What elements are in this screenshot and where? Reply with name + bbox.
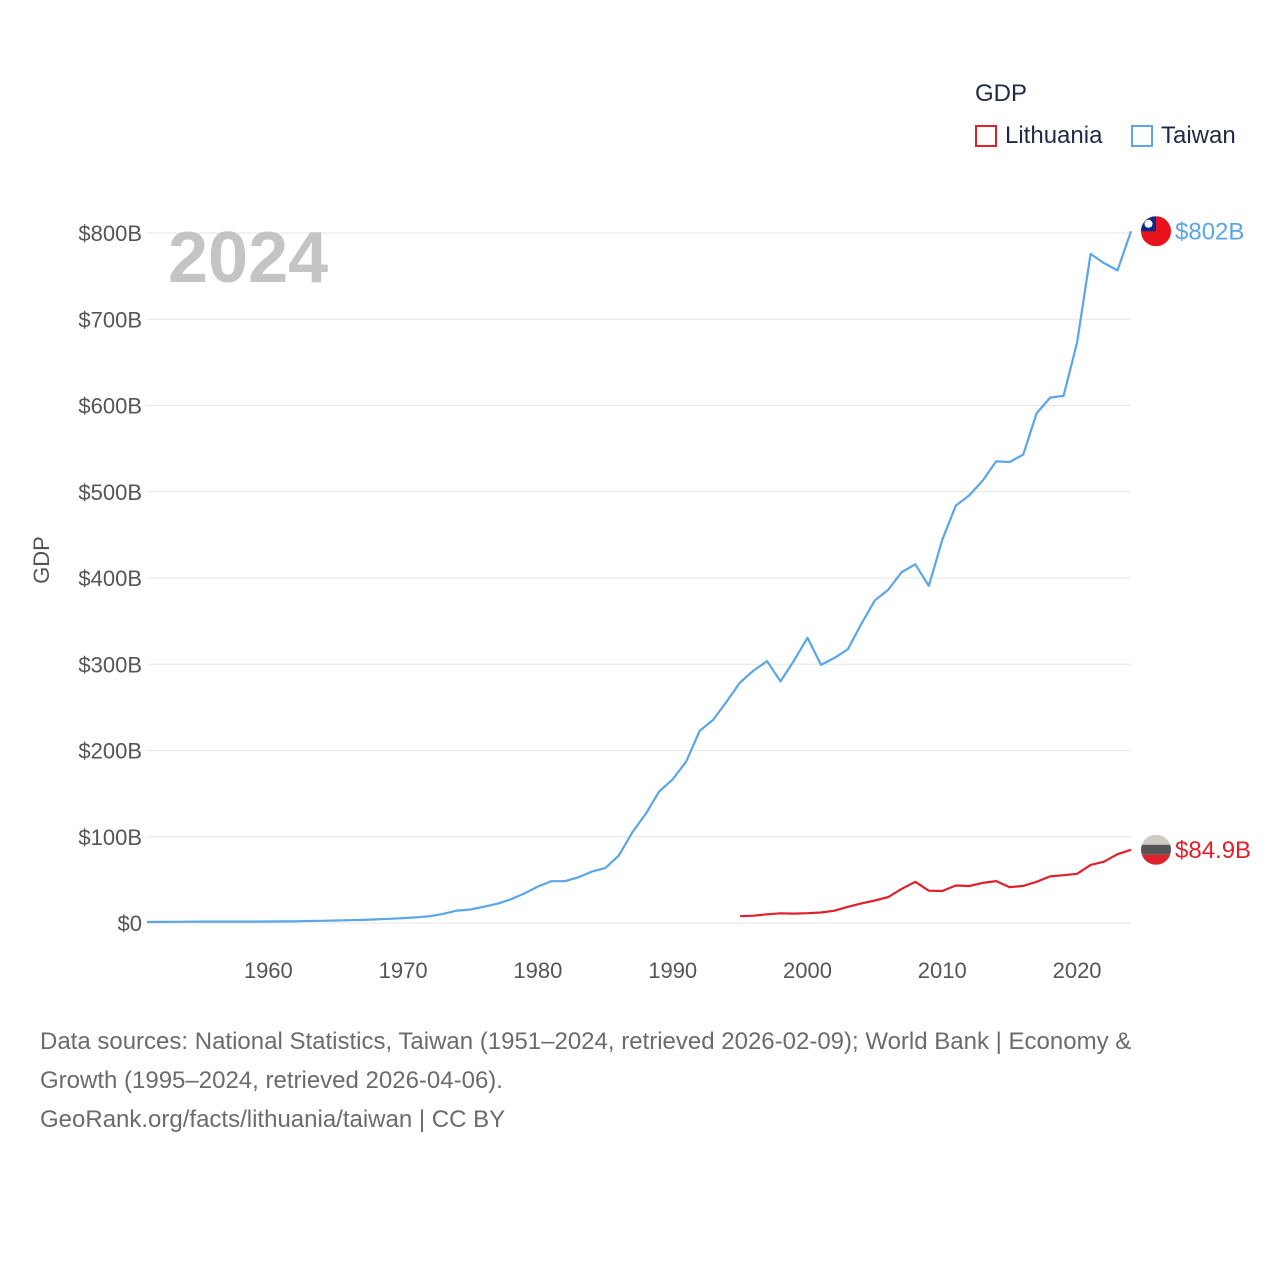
taiwan-swatch-icon	[1131, 125, 1153, 147]
x-tick-label: 1990	[648, 958, 697, 983]
y-axis-label: GDP	[29, 536, 54, 584]
legend-label-lithuania: Lithuania	[1005, 122, 1103, 149]
x-tick-label: 2020	[1053, 958, 1102, 983]
legend-item-taiwan[interactable]: Taiwan	[1131, 122, 1236, 150]
y-tick-label: $400B	[78, 566, 142, 591]
y-tick-label: $300B	[78, 652, 142, 677]
y-tick-label: $600B	[78, 394, 142, 419]
x-tick-label: 1980	[513, 958, 562, 983]
x-axis-ticks: 1960 1970 1980 1990 2000 2010 2020	[244, 958, 1102, 983]
y-tick-label: $800B	[78, 221, 142, 246]
y-tick-label: $500B	[78, 480, 142, 505]
series-line-taiwan	[146, 230, 1133, 924]
x-tick-label: 2010	[918, 958, 967, 983]
y-tick-label: $700B	[78, 307, 142, 332]
lithuania-flag-icon	[1141, 834, 1171, 865]
x-tick-label: 1960	[244, 958, 293, 983]
series-line-lithuania	[740, 848, 1132, 918]
y-tick-label: $100B	[78, 825, 142, 850]
legend-title: GDP	[975, 80, 1028, 107]
legend-label-taiwan: Taiwan	[1161, 122, 1236, 149]
lithuania-swatch-icon	[975, 125, 997, 147]
x-tick-label: 1970	[379, 958, 428, 983]
series-lines	[146, 230, 1133, 924]
end-label-taiwan: $802B	[1175, 218, 1244, 245]
footer-line-1: Data sources: National Statistics, Taiwa…	[40, 1028, 1132, 1055]
footer-line-3: GeoRank.org/facts/lithuania/taiwan | CC …	[40, 1106, 506, 1133]
footer-sources: Data sources: National Statistics, Taiwa…	[40, 1022, 1240, 1139]
end-markers: $802B $84.9B	[1141, 216, 1251, 865]
grid-lines	[147, 232, 1131, 924]
y-axis-ticks: $0 $100B $200B $300B $400B $500B $600B $700B $80…	[78, 221, 142, 936]
y-tick-label: $200B	[78, 739, 142, 764]
end-label-lithuania: $84.9B	[1175, 837, 1251, 864]
taiwan-flag-icon	[1141, 216, 1171, 247]
y-tick-label: $0	[118, 911, 142, 936]
footer-line-2: Growth (1995–2024, retrieved 2026-04-06)…	[40, 1067, 503, 1094]
x-tick-label: 2000	[783, 958, 832, 983]
year-label: 2024	[168, 218, 328, 298]
legend-item-lithuania[interactable]: Lithuania	[975, 122, 1102, 150]
